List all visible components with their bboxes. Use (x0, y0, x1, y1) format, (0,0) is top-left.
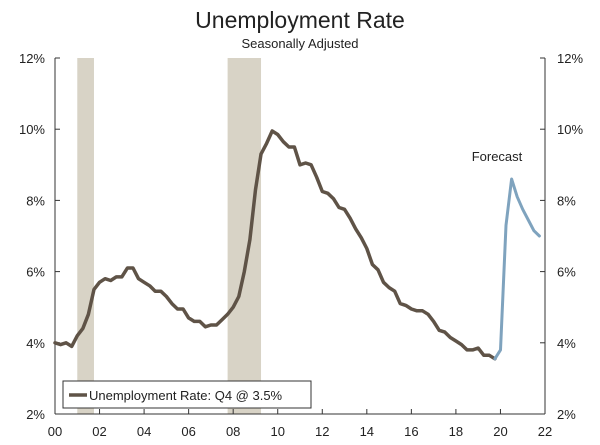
forecast-annotation: Forecast (472, 149, 523, 164)
legend: Unemployment Rate: Q4 @ 3.5% (62, 380, 312, 409)
x-tick-label: 10 (270, 424, 284, 439)
x-tick-label: 06 (181, 424, 195, 439)
x-tick-label: 22 (538, 424, 552, 439)
y-tick-label-left: 4% (26, 336, 45, 351)
x-tick-label: 14 (360, 424, 374, 439)
chart-title: Unemployment Rate (195, 7, 405, 33)
axes: 2% 2% 4% 4% 6% 6% 8% 8% 10% 10% 12% 12% 00 02 04 06 08 10… (19, 51, 583, 439)
y-tick-label-left: 12% (19, 51, 45, 66)
y-tick-label-right: 10% (557, 122, 583, 137)
y-tick-label-right: 12% (557, 51, 583, 66)
x-tick-label: 00 (48, 424, 62, 439)
y-tick-label-left: 2% (26, 407, 45, 422)
series-lines (53, 129, 541, 361)
x-tick-label: 20 (493, 424, 507, 439)
y-tick-label-left: 10% (19, 122, 45, 137)
chart-subtitle: Seasonally Adjusted (241, 36, 358, 51)
recession-bands (77, 58, 262, 414)
x-tick-label: 02 (92, 424, 106, 439)
y-tick-label-right: 6% (557, 265, 576, 280)
x-tick-label: 16 (404, 424, 418, 439)
y-tick-label-left: 8% (26, 193, 45, 208)
x-tick-label: 04 (137, 424, 151, 439)
y-tick-label-right: 4% (557, 336, 576, 351)
y-tick-label-right: 8% (557, 193, 576, 208)
y-tick-label-left: 6% (26, 265, 45, 280)
unemployment-rate-line (53, 129, 497, 361)
recession-band-2 (227, 58, 262, 414)
recession-band-1 (77, 58, 94, 414)
x-tick-label: 18 (449, 424, 463, 439)
legend-box (62, 380, 312, 409)
y-tick-label-right: 2% (557, 407, 576, 422)
forecast-line (493, 177, 541, 361)
legend-label: Unemployment Rate: Q4 @ 3.5% (89, 388, 283, 403)
x-tick-label: 12 (315, 424, 329, 439)
x-tick-label: 08 (226, 424, 240, 439)
